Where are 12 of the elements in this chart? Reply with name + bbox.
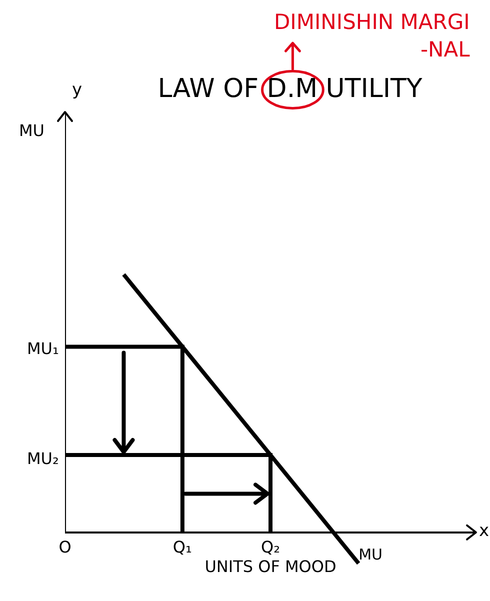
text: x xyxy=(479,521,490,541)
text: MU₁ xyxy=(27,339,59,358)
chart-title: LAW OF D.M UTILITY xyxy=(158,74,422,104)
text: y xyxy=(72,80,82,100)
x-axis-title: UNITS OF MOOD xyxy=(204,556,336,576)
x-tick-label: Q₁ xyxy=(172,538,192,557)
text: MU xyxy=(19,121,45,140)
text: DIMINISHIN MARGI -NAL xyxy=(274,10,470,62)
x-tick-label: O xyxy=(58,538,72,557)
series-label: MU xyxy=(358,546,382,564)
x-tick-label: Q₂ xyxy=(260,538,280,557)
text: MU₂ xyxy=(27,449,59,468)
